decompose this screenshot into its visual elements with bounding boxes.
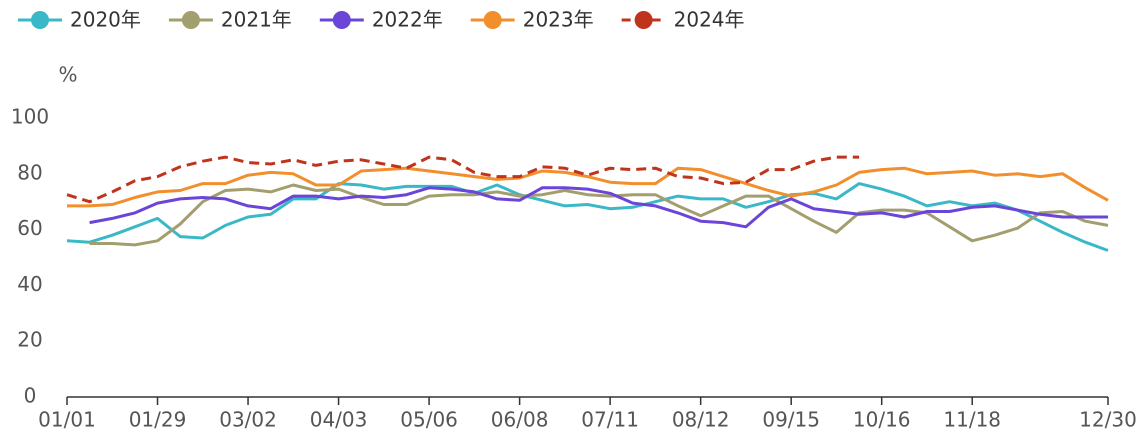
y-tick-label: 40 xyxy=(17,272,42,296)
x-tick-label: 06/08 xyxy=(491,408,549,432)
x-tick-label: 08/12 xyxy=(672,408,730,432)
series-line xyxy=(89,186,1108,229)
x-tick-label: 01/01 xyxy=(38,408,96,432)
series-line xyxy=(67,166,1109,208)
y-tick-label: 20 xyxy=(17,328,42,352)
series-line xyxy=(66,182,1109,252)
x-tick-label: 03/02 xyxy=(219,408,277,432)
legend-item: 2020年 xyxy=(18,8,141,32)
x-tick-label: 07/11 xyxy=(581,408,639,432)
x-tick-label: 09/15 xyxy=(762,408,820,432)
legend-marker xyxy=(332,11,351,29)
legend-label: 2021年 xyxy=(221,8,292,32)
legend-item: 2024年 xyxy=(621,8,745,32)
x-tick-label: 11/18 xyxy=(943,408,1001,432)
legend-label: 2023年 xyxy=(523,8,594,32)
legend-marker xyxy=(31,11,49,29)
legend-label: 2020年 xyxy=(70,8,141,32)
legend-label: 2022年 xyxy=(372,8,443,32)
y-tick-label: 80 xyxy=(17,160,42,184)
legend-marker xyxy=(634,11,653,29)
y-axis-unit: % xyxy=(58,63,77,87)
legend-item: 2021年 xyxy=(168,8,292,32)
y-tick-label: 60 xyxy=(17,216,42,240)
legend-marker xyxy=(181,11,200,29)
y-tick-label: 0 xyxy=(24,384,37,408)
x-tick-label: 04/03 xyxy=(310,408,368,432)
x-tick-label: 01/29 xyxy=(129,408,187,432)
y-tick-label: 100 xyxy=(11,105,49,129)
legend-item: 2023年 xyxy=(470,8,594,32)
series-line xyxy=(89,183,1109,247)
x-tick-label: 12/30 xyxy=(1079,408,1137,432)
legend-label: 2024年 xyxy=(674,8,745,32)
x-tick-label: 10/16 xyxy=(853,408,911,432)
legend-marker xyxy=(483,11,502,29)
x-tick-label: 05/06 xyxy=(400,408,458,432)
legend-item: 2022年 xyxy=(319,8,443,32)
